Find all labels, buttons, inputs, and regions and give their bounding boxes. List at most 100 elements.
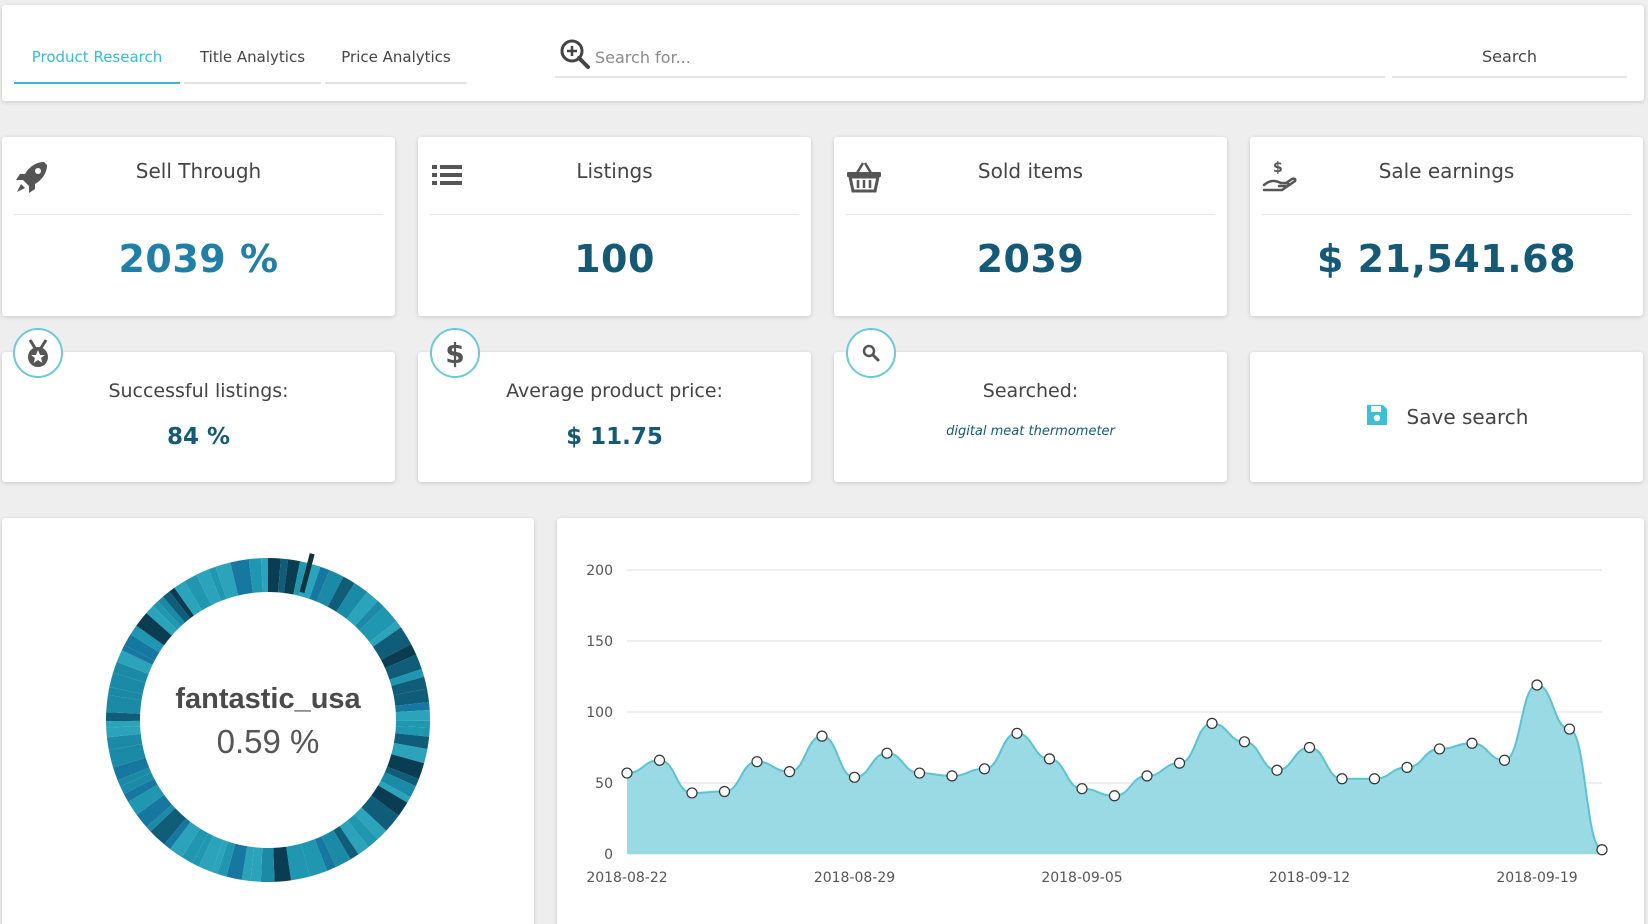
data-point[interactable]: [1271, 764, 1283, 776]
search-icon: [846, 328, 896, 378]
donut-segment: [192, 833, 214, 867]
save-search-card: Save search: [1250, 352, 1643, 482]
sales-area-chart-card: 0 50 100 150 200 2018-08-22 2018-08-29 2018-09-…: [557, 518, 1644, 924]
donut-highlight-segment[interactable]: [299, 553, 315, 594]
donut-segment: [321, 830, 351, 868]
data-point[interactable]: [881, 747, 893, 759]
save-search-button[interactable]: Save search: [1250, 400, 1643, 434]
data-point[interactable]: [1531, 679, 1543, 691]
donut-segment: [347, 814, 378, 848]
data-point[interactable]: [946, 770, 958, 782]
basket-icon: [846, 159, 882, 195]
data-point[interactable]: [1238, 736, 1251, 748]
x-tick-label: 2018-08-29: [814, 870, 895, 886]
data-point[interactable]: [816, 730, 828, 742]
donut-segment: [371, 785, 408, 816]
stat-value: $ 21,541.68: [1316, 237, 1577, 281]
donut-segment: [273, 846, 292, 882]
donut-segment: [106, 726, 141, 738]
donut-segment: [211, 840, 228, 874]
y-tick-label: 0: [604, 847, 613, 863]
data-point[interactable]: [913, 767, 926, 779]
data-point[interactable]: [1206, 717, 1218, 729]
donut-segment: [121, 645, 155, 665]
search-input[interactable]: [595, 40, 1375, 74]
stat-title: Sell Through: [135, 159, 262, 183]
donut-segment: [106, 733, 143, 751]
data-point[interactable]: [686, 787, 698, 799]
hand-dollar-icon: $: [1262, 159, 1298, 195]
donut-segment: [395, 710, 430, 721]
rocket-icon: [14, 159, 50, 195]
data-point[interactable]: [1596, 844, 1608, 856]
donut-segment: [359, 606, 397, 642]
stat-value: 2039: [976, 237, 1085, 281]
data-point[interactable]: [783, 766, 796, 778]
y-tick-label: 150: [586, 634, 613, 650]
donut-segment: [162, 591, 191, 623]
donut-segment: [372, 627, 412, 660]
data-point[interactable]: [1498, 754, 1511, 766]
data-point[interactable]: [1401, 761, 1413, 773]
medal-icon: [13, 328, 63, 378]
stat-value: 2039 %: [118, 237, 279, 281]
donut-segment: [146, 605, 178, 636]
data-point[interactable]: [751, 756, 763, 768]
donut-segment: [117, 767, 152, 787]
donut-segment: [395, 702, 430, 713]
tab-price-analytics[interactable]: Price Analytics: [325, 39, 467, 84]
donut-segment: [381, 643, 417, 669]
save-search-label: Save search: [1406, 405, 1529, 429]
searched-card: Searched: digital meat thermometer: [834, 352, 1227, 482]
donut-segment: [136, 612, 172, 646]
dollar-icon: $: [430, 328, 480, 378]
donut-segment: [170, 821, 200, 858]
donut-segment: [184, 574, 212, 611]
donut-segment: [157, 596, 185, 627]
successful-listings-value: 84 %: [166, 424, 231, 450]
tab-product-research[interactable]: Product Research: [14, 39, 180, 84]
data-point[interactable]: [1433, 743, 1446, 755]
data-point[interactable]: [848, 771, 861, 783]
data-point[interactable]: [1141, 770, 1153, 782]
data-point[interactable]: [1076, 783, 1088, 795]
data-point[interactable]: [1303, 741, 1316, 754]
stat-card-sell-through: Sell Through 2039 %: [2, 137, 395, 316]
donut-segment: [215, 562, 239, 599]
data-point[interactable]: [1336, 773, 1348, 785]
donut-segment: [208, 566, 227, 601]
data-point[interactable]: [1173, 757, 1186, 769]
donut-segment: [327, 576, 355, 612]
data-point[interactable]: [1043, 753, 1056, 765]
average-price-label: Average product price:: [506, 380, 723, 402]
data-point[interactable]: [1563, 723, 1576, 735]
floppy-icon: [1365, 403, 1389, 432]
donut-segment: [107, 687, 143, 701]
area-fill: [627, 685, 1602, 854]
data-point[interactable]: [1466, 737, 1478, 749]
donut-segment: [169, 587, 195, 619]
search-button[interactable]: Search: [1392, 41, 1627, 78]
svg-text:$: $: [445, 337, 464, 369]
donut-segment: [106, 712, 141, 722]
donut-segment: [152, 601, 181, 630]
data-point[interactable]: [1108, 790, 1121, 802]
donut-segment: [123, 778, 158, 802]
sales-area-chart: 0 50 100 150 200 2018-08-22 2018-08-29 2018-09-…: [586, 563, 1608, 886]
tab-title-analytics[interactable]: Title Analytics: [184, 39, 321, 84]
donut-segment: [130, 625, 164, 653]
search-plus-icon: [558, 37, 592, 71]
data-point[interactable]: [1011, 727, 1023, 739]
svg-text:$: $: [1273, 160, 1283, 176]
data-point[interactable]: [978, 763, 991, 775]
seller-donut-chart: [106, 553, 430, 882]
data-point[interactable]: [1368, 773, 1381, 785]
divider: [430, 214, 799, 215]
data-point[interactable]: [653, 754, 666, 766]
data-point[interactable]: [718, 785, 731, 798]
donut-segment: [309, 566, 330, 602]
data-point[interactable]: [621, 767, 633, 779]
donut-segment: [150, 808, 187, 845]
donut-segment: [391, 676, 427, 696]
donut-segment: [283, 559, 301, 595]
